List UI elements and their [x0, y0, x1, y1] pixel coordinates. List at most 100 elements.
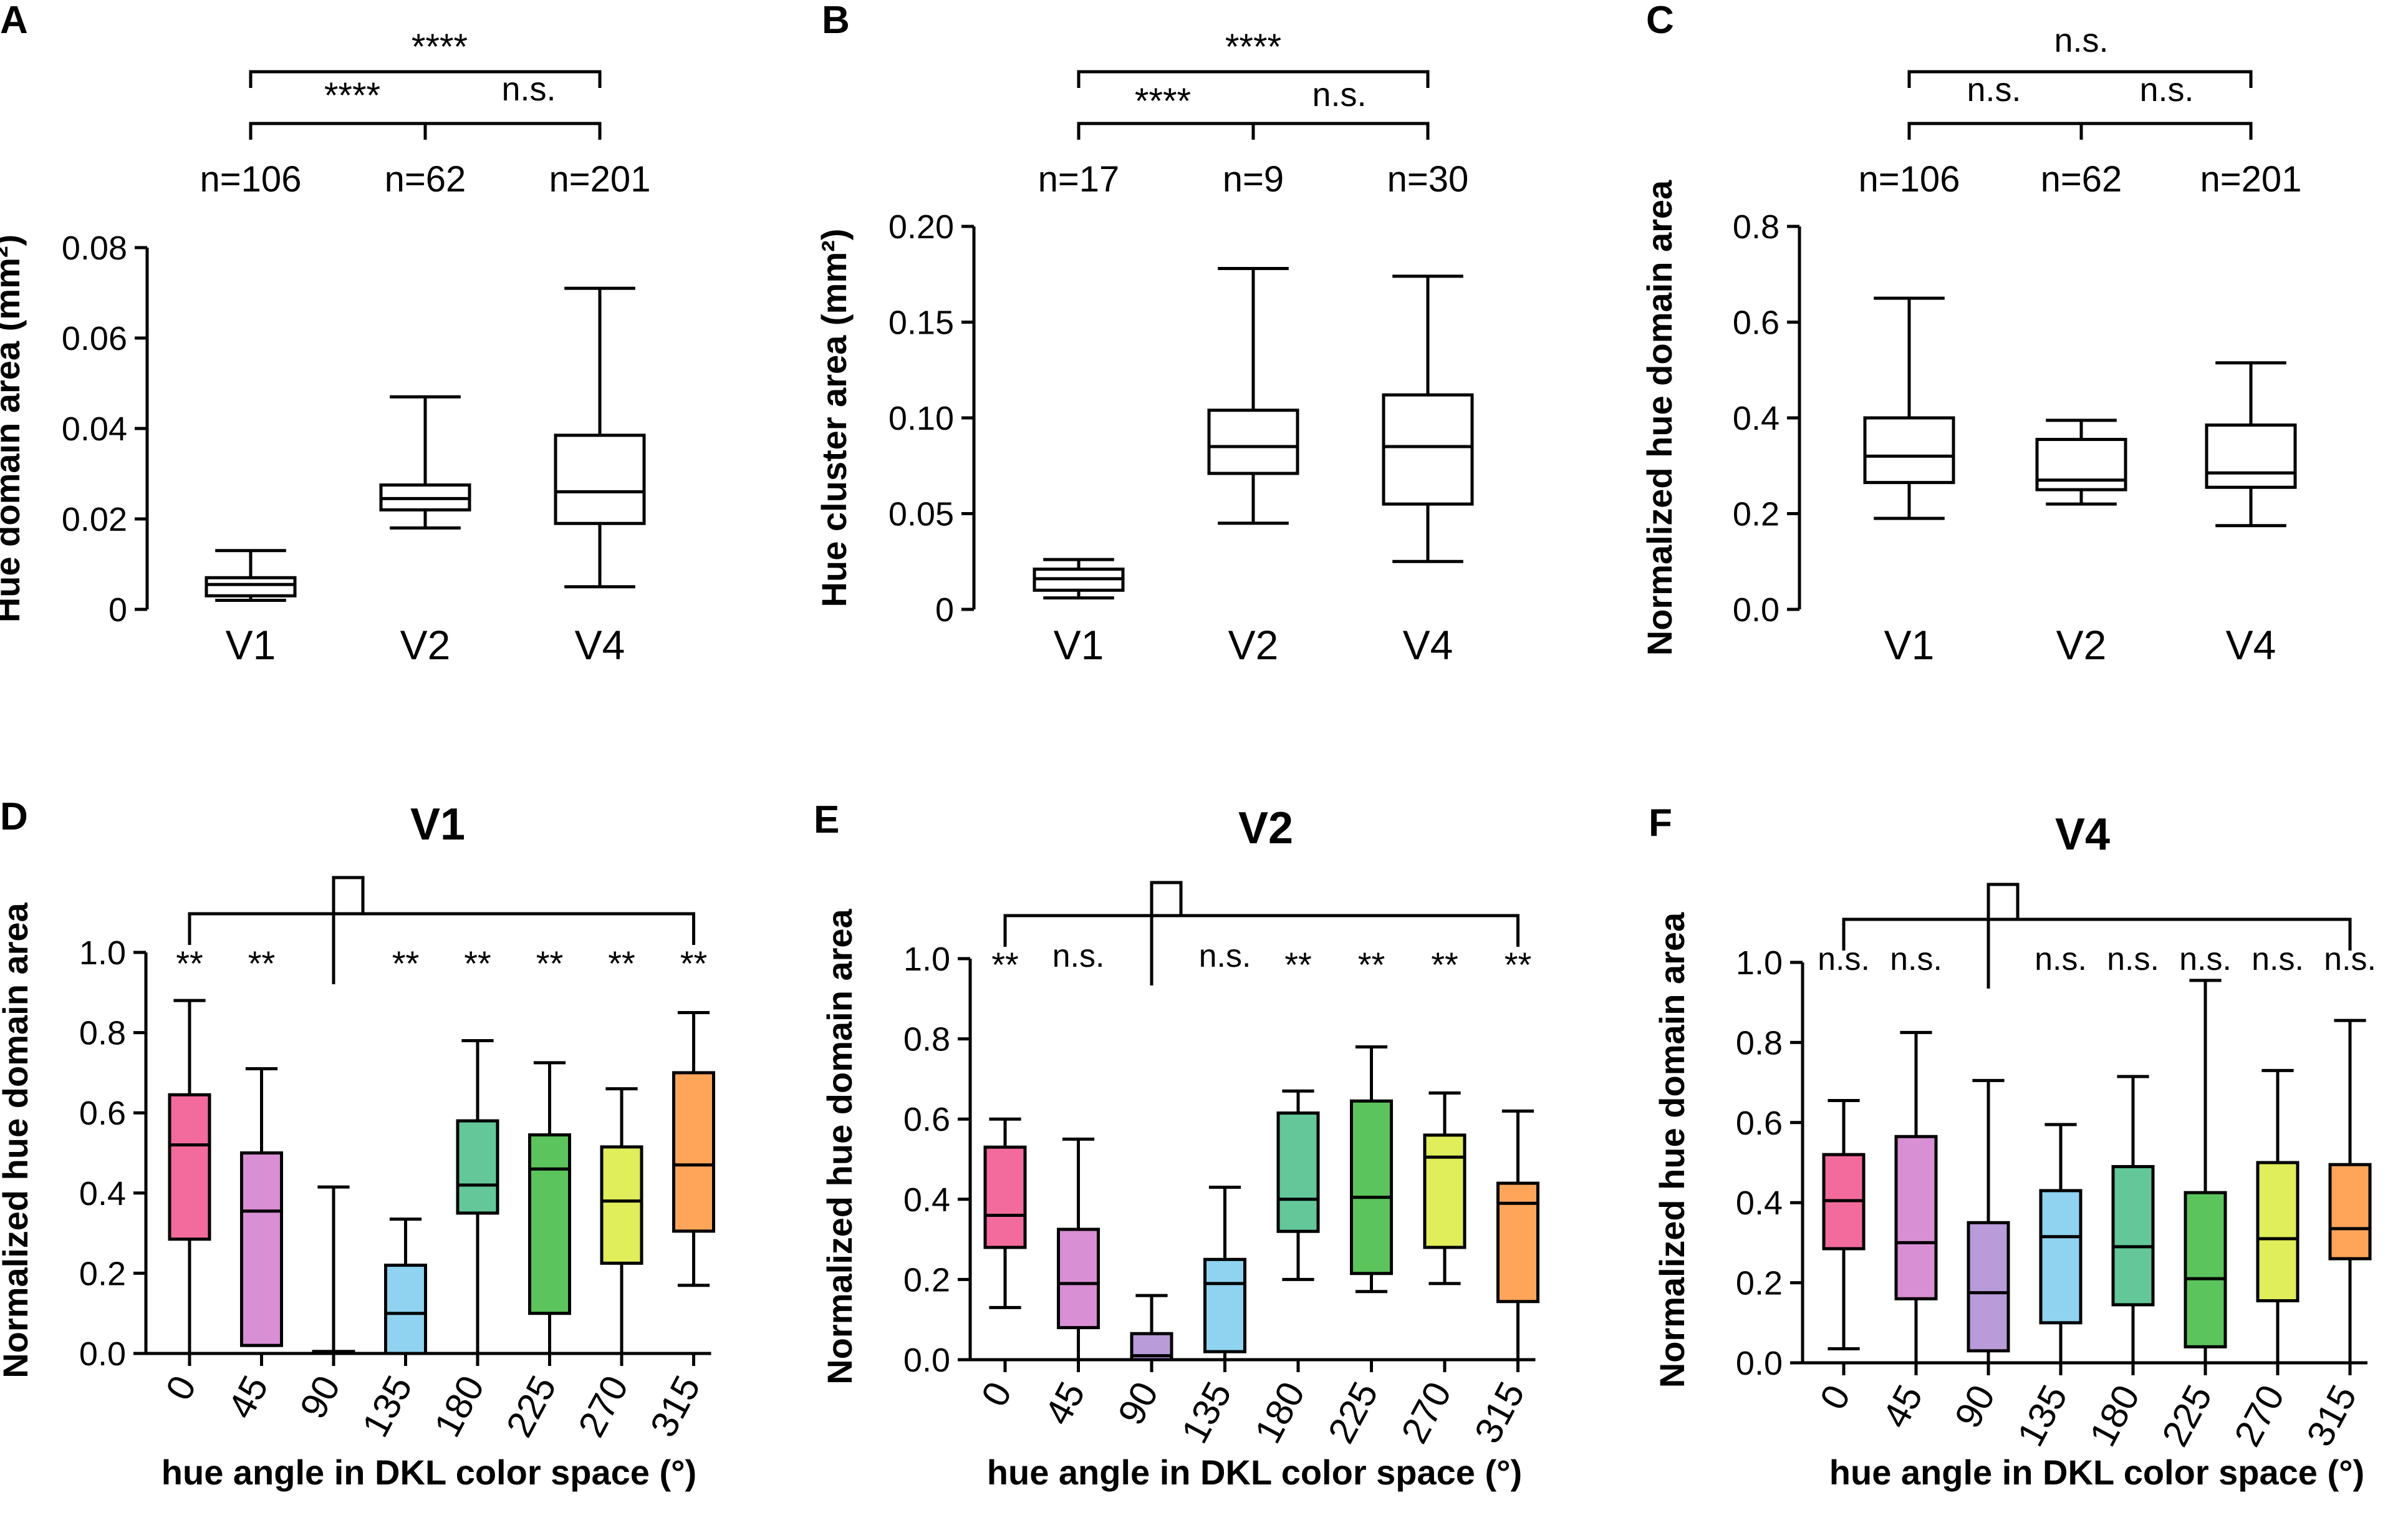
x-category-label: V4 — [575, 622, 625, 668]
box-v1 — [1863, 296, 1955, 520]
panel-letter: D — [0, 795, 28, 838]
x-category-label: 225 — [1320, 1375, 1386, 1450]
significance-bracket — [1842, 917, 2352, 951]
y-tick-label: 0.4 — [903, 1181, 950, 1219]
chart-title: V1 — [410, 800, 465, 849]
box-hue-135 — [2039, 1123, 2083, 1365]
box-hue-225 — [2184, 979, 2227, 1365]
x-category-label: V1 — [1884, 622, 1935, 668]
box-iqr — [1863, 416, 1955, 485]
panel-letter: A — [0, 0, 28, 42]
x-category-label: 180 — [1246, 1375, 1312, 1450]
x-category-label: 0 — [158, 1369, 205, 1407]
box-hue-270 — [2256, 1068, 2300, 1365]
box-hue-135 — [1203, 1186, 1246, 1362]
y-tick-label: 0.4 — [1733, 400, 1780, 437]
x-category-label: 135 — [2009, 1378, 2075, 1453]
significance-label: **** — [1225, 27, 1281, 67]
y-tick-label: 1.0 — [903, 941, 950, 978]
box-iqr — [1203, 1257, 1246, 1353]
significance-label: ** — [176, 944, 203, 983]
box-iqr — [2111, 1164, 2155, 1307]
x-category-label: 225 — [498, 1369, 564, 1444]
box-iqr — [205, 576, 297, 598]
x-axis-label: hue angle in DKL color space (°) — [161, 1453, 696, 1492]
y-tick-label: 0.2 — [903, 1261, 950, 1299]
significance-label: **** — [324, 75, 380, 116]
box-iqr — [384, 1264, 427, 1355]
y-tick-label: 0.2 — [1733, 496, 1780, 533]
x-category-label: V1 — [1054, 622, 1104, 668]
panel-f: F 0.0 0.2 0.4 0.6 0.8 1.0 V4 Normalized hue doma… — [1649, 801, 2376, 1492]
y-tick-label: 0.10 — [889, 400, 954, 437]
y-tick-label: 0.0 — [903, 1342, 950, 1379]
box-hue-45 — [1057, 1137, 1100, 1362]
significance-label: ** — [1358, 945, 1385, 984]
reference-cap — [1150, 881, 1183, 916]
panel-letter: E — [814, 798, 839, 841]
y-tick-label: 0.0 — [79, 1335, 126, 1373]
box-v2 — [1207, 267, 1299, 525]
panel-b: B 0 0.05 0.10 0.15 0.20 Hue cluster area (mm²)… — [814, 0, 1474, 668]
box-iqr — [1967, 1221, 2010, 1353]
x-category-label: 45 — [1036, 1375, 1092, 1431]
significance-label: n.s. — [2139, 71, 2194, 109]
box-iqr — [672, 1071, 715, 1233]
x-category-label: 315 — [1466, 1375, 1533, 1450]
box-hue-225 — [528, 1061, 571, 1355]
box-hue-180 — [456, 1038, 499, 1355]
y-tick-label: 0.05 — [889, 496, 954, 533]
x-category-label: 135 — [1173, 1375, 1240, 1450]
significance-bracket — [188, 912, 695, 945]
box-iqr — [2184, 1191, 2227, 1348]
box-hue-225 — [1350, 1045, 1393, 1294]
significance-label: n.s. — [501, 70, 556, 108]
y-tick-label: 0 — [108, 591, 127, 629]
x-category-label: 45 — [219, 1369, 276, 1425]
x-category-label: 135 — [354, 1369, 420, 1444]
y-tick-label: 0.15 — [889, 304, 954, 342]
significance-bracket — [1003, 914, 1519, 947]
y-tick-label: 0.6 — [79, 1095, 126, 1132]
y-tick-label: 0.8 — [1733, 208, 1780, 246]
x-category-label: V4 — [2226, 622, 2276, 668]
chart-title: V4 — [2055, 810, 2110, 859]
x-category-label: V4 — [1403, 622, 1453, 668]
box-v1 — [1033, 558, 1125, 600]
box-iqr — [600, 1145, 643, 1265]
x-category-label: 180 — [2081, 1378, 2147, 1453]
box-v2 — [379, 395, 471, 530]
significance-label: ** — [608, 944, 635, 983]
box-iqr — [168, 1093, 211, 1241]
box-hue-135 — [384, 1217, 427, 1355]
box-v2 — [2035, 419, 2127, 506]
significance-label: ** — [1431, 945, 1458, 984]
significance-label: **** — [412, 27, 468, 67]
significance-bracket-outer — [1077, 70, 1430, 88]
n-label: n=62 — [385, 159, 466, 200]
significance-label: n.s. — [1890, 941, 1942, 977]
y-axis-label: Normalized hue domain area — [0, 902, 35, 1378]
n-label: n=62 — [2041, 159, 2122, 200]
box-iqr — [1382, 393, 1474, 506]
box-iqr — [240, 1151, 283, 1347]
y-tick-label: 0.4 — [1736, 1184, 1783, 1222]
y-axis-label: Hue cluster area (mm²) — [814, 229, 854, 607]
box-hue-180 — [1276, 1089, 1320, 1281]
y-axis-label: Hue domain area (mm²) — [0, 235, 27, 622]
y-tick-label: 0.08 — [62, 230, 127, 267]
panel-letter: C — [1646, 0, 1674, 42]
significance-label: ** — [536, 944, 564, 983]
y-tick-label: 0.8 — [1736, 1024, 1783, 1062]
box-iqr — [1894, 1135, 1938, 1300]
significance-label: n.s. — [2054, 22, 2108, 59]
y-tick-label: 0.2 — [79, 1255, 126, 1292]
significance-bracket-outer — [1907, 70, 2253, 88]
box-hue-90 — [1967, 1078, 2010, 1365]
y-tick-label: 0.6 — [1733, 304, 1780, 342]
box-hue-0 — [168, 999, 211, 1355]
x-category-label: 225 — [2154, 1378, 2220, 1453]
box-hue-315 — [2328, 1019, 2372, 1365]
significance-label: ** — [1284, 945, 1312, 984]
significance-label: ** — [680, 944, 708, 983]
